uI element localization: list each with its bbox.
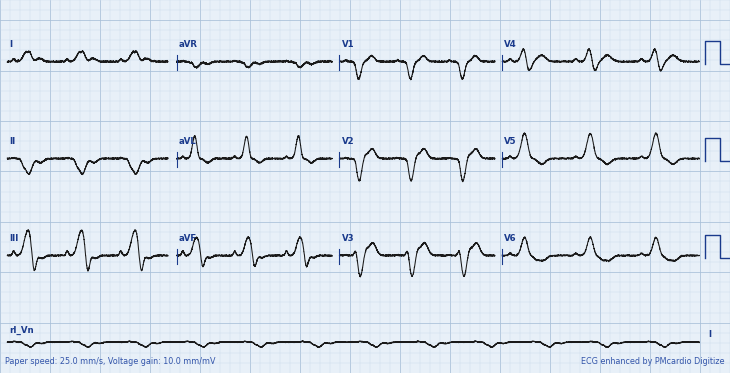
Text: aVF: aVF: [179, 234, 197, 243]
Text: III: III: [9, 234, 18, 243]
Text: I: I: [708, 330, 711, 339]
Text: V1: V1: [342, 40, 354, 49]
Text: V5: V5: [504, 137, 517, 146]
Text: II: II: [9, 137, 15, 146]
Text: ECG enhanced by PMcardio Digitize: ECG enhanced by PMcardio Digitize: [581, 357, 725, 366]
Text: rI_Vn: rI_Vn: [9, 326, 34, 335]
Text: V2: V2: [342, 137, 354, 146]
Text: V3: V3: [342, 234, 354, 243]
Text: aVR: aVR: [179, 40, 198, 49]
Text: V4: V4: [504, 40, 517, 49]
Text: I: I: [9, 40, 12, 49]
Text: V6: V6: [504, 234, 517, 243]
Text: aVL: aVL: [179, 137, 196, 146]
Text: Paper speed: 25.0 mm/s, Voltage gain: 10.0 mm/mV: Paper speed: 25.0 mm/s, Voltage gain: 10…: [5, 357, 215, 366]
